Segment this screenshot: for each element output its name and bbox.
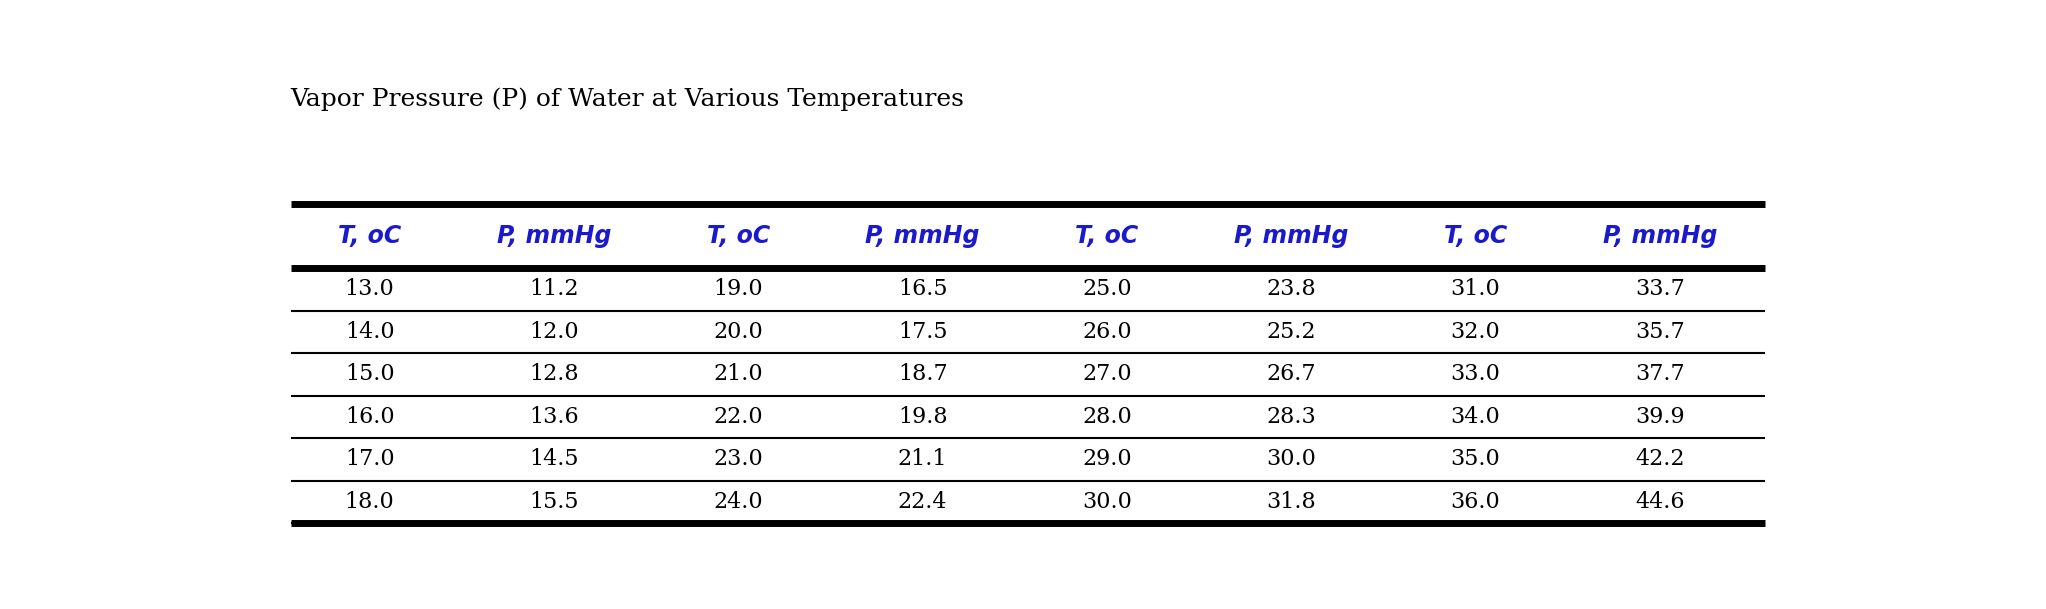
Text: 12.8: 12.8: [530, 364, 579, 385]
Text: 35.7: 35.7: [1635, 321, 1684, 343]
Text: 22.4: 22.4: [898, 491, 947, 513]
Text: 32.0: 32.0: [1451, 321, 1500, 343]
Text: 12.0: 12.0: [530, 321, 579, 343]
Text: 13.0: 13.0: [346, 278, 395, 300]
Text: 25.0: 25.0: [1082, 278, 1131, 300]
Text: 33.0: 33.0: [1451, 364, 1500, 385]
Text: 23.8: 23.8: [1266, 278, 1316, 300]
Text: Vapor Pressure (P) of Water at Various Temperatures: Vapor Pressure (P) of Water at Various T…: [291, 87, 964, 111]
Text: 17.5: 17.5: [898, 321, 947, 343]
Text: 18.7: 18.7: [898, 364, 947, 385]
Text: 30.0: 30.0: [1082, 491, 1131, 513]
Text: 14.5: 14.5: [530, 448, 579, 471]
Text: 22.0: 22.0: [714, 406, 763, 428]
Text: 29.0: 29.0: [1082, 448, 1131, 471]
Text: 18.0: 18.0: [346, 491, 395, 513]
Text: 21.1: 21.1: [898, 448, 947, 471]
Text: 20.0: 20.0: [714, 321, 763, 343]
Text: 14.0: 14.0: [346, 321, 395, 343]
Text: 16.0: 16.0: [346, 406, 395, 428]
Text: 27.0: 27.0: [1082, 364, 1131, 385]
Text: 31.8: 31.8: [1266, 491, 1316, 513]
Text: 26.0: 26.0: [1082, 321, 1131, 343]
Text: 24.0: 24.0: [714, 491, 763, 513]
Text: T, oC: T, oC: [338, 224, 401, 248]
Text: 13.6: 13.6: [530, 406, 579, 428]
Text: 19.8: 19.8: [898, 406, 947, 428]
Text: T, oC: T, oC: [1076, 224, 1138, 248]
Text: 28.0: 28.0: [1082, 406, 1131, 428]
Text: 15.5: 15.5: [530, 491, 579, 513]
Text: 34.0: 34.0: [1451, 406, 1500, 428]
Text: 36.0: 36.0: [1451, 491, 1500, 513]
Text: T, oC: T, oC: [1444, 224, 1508, 248]
Text: 42.2: 42.2: [1635, 448, 1684, 471]
Text: 44.6: 44.6: [1635, 491, 1684, 513]
Text: 37.7: 37.7: [1635, 364, 1684, 385]
Text: P, mmHg: P, mmHg: [865, 224, 980, 248]
Text: 25.2: 25.2: [1266, 321, 1316, 343]
Text: T, oC: T, oC: [706, 224, 769, 248]
Text: P, mmHg: P, mmHg: [1602, 224, 1717, 248]
Text: 11.2: 11.2: [530, 278, 579, 300]
Text: 19.0: 19.0: [714, 278, 763, 300]
Text: 35.0: 35.0: [1451, 448, 1500, 471]
Text: 15.0: 15.0: [346, 364, 395, 385]
Text: 39.9: 39.9: [1635, 406, 1684, 428]
Text: 21.0: 21.0: [714, 364, 763, 385]
Text: P, mmHg: P, mmHg: [1234, 224, 1348, 248]
Text: 26.7: 26.7: [1266, 364, 1316, 385]
Text: 30.0: 30.0: [1266, 448, 1316, 471]
Text: 33.7: 33.7: [1635, 278, 1684, 300]
Text: 31.0: 31.0: [1451, 278, 1500, 300]
Text: 28.3: 28.3: [1266, 406, 1316, 428]
Text: 17.0: 17.0: [346, 448, 395, 471]
Text: 23.0: 23.0: [714, 448, 763, 471]
Text: P, mmHg: P, mmHg: [497, 224, 612, 248]
Text: 16.5: 16.5: [898, 278, 947, 300]
